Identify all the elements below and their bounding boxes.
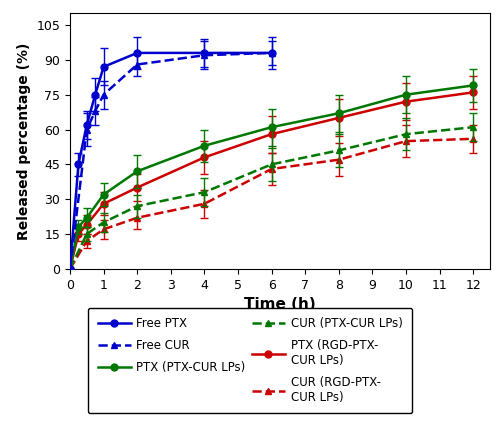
Y-axis label: Released percentage (%): Released percentage (%)	[17, 43, 31, 240]
X-axis label: Time (h): Time (h)	[244, 297, 316, 312]
Legend: Free PTX, Free CUR, PTX (PTX-CUR LPs), CUR (PTX-CUR LPs), PTX (RGD-PTX-
CUR LPs): Free PTX, Free CUR, PTX (PTX-CUR LPs), C…	[88, 308, 412, 414]
